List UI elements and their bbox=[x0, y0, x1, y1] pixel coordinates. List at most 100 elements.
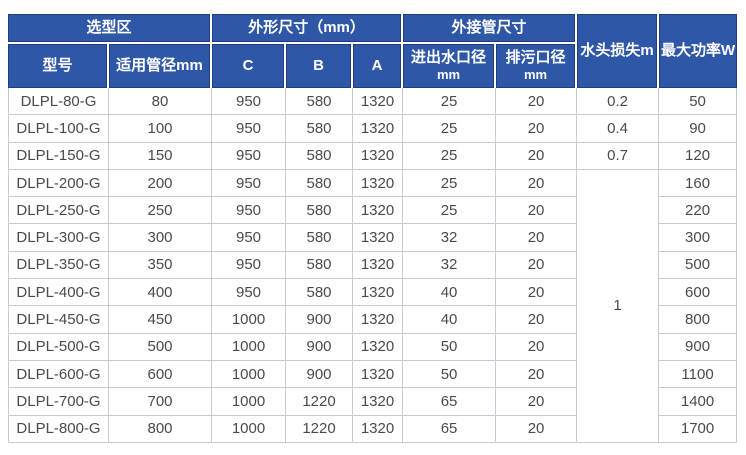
cell-dim-b: 580 bbox=[286, 197, 354, 225]
cell-inlet-diameter: 32 bbox=[403, 224, 497, 252]
header-col-pipe-diameter: 适用管径mm bbox=[109, 44, 213, 88]
cell-pipe-diameter: 700 bbox=[109, 388, 213, 416]
cell-drain-diameter: 20 bbox=[496, 306, 578, 334]
cell-max-power: 120 bbox=[659, 142, 738, 170]
header-group-selection: 选型区 bbox=[8, 14, 213, 44]
cell-drain-diameter: 20 bbox=[496, 88, 578, 116]
cell-inlet-diameter: 50 bbox=[403, 360, 497, 389]
cell-dim-a: 1320 bbox=[353, 333, 404, 361]
table-row: DLPL-450-G 450 1000 900 1320 40 20 800 bbox=[8, 306, 738, 334]
cell-pipe-diameter: 200 bbox=[109, 169, 213, 198]
header-col-b: B bbox=[286, 44, 354, 88]
cell-head-loss-merged: 1 bbox=[577, 169, 660, 443]
cell-model: DLPL-450-G bbox=[8, 306, 109, 334]
cell-dim-a: 1320 bbox=[353, 360, 404, 389]
table-row: DLPL-150-G 150 950 580 1320 25 20 0.7 120 bbox=[8, 142, 738, 170]
header-col-inlet-unit: mm bbox=[436, 67, 461, 83]
cell-dim-c: 1000 bbox=[212, 306, 287, 334]
cell-drain-diameter: 20 bbox=[496, 279, 578, 307]
header-col-drain-unit: mm bbox=[523, 67, 548, 83]
cell-model: DLPL-300-G bbox=[8, 224, 109, 252]
cell-dim-a: 1320 bbox=[353, 224, 404, 252]
cell-pipe-diameter: 600 bbox=[109, 360, 213, 389]
cell-inlet-diameter: 40 bbox=[403, 306, 497, 334]
header-col-max-power: 最大功率W bbox=[659, 14, 738, 88]
cell-dim-c: 950 bbox=[212, 142, 287, 170]
cell-dim-b: 900 bbox=[286, 306, 354, 334]
header-group-dimensions: 外形尺寸（mm） bbox=[212, 14, 404, 44]
cell-head-loss: 0.4 bbox=[577, 115, 660, 143]
cell-inlet-diameter: 65 bbox=[403, 388, 497, 416]
table-row: DLPL-80-G 80 950 580 1320 25 20 0.2 50 bbox=[8, 88, 738, 116]
cell-max-power: 900 bbox=[659, 333, 738, 361]
cell-pipe-diameter: 500 bbox=[109, 333, 213, 361]
table-row: DLPL-250-G 250 950 580 1320 25 20 220 bbox=[8, 197, 738, 225]
cell-max-power: 600 bbox=[659, 279, 738, 307]
cell-model: DLPL-800-G bbox=[8, 415, 109, 443]
cell-dim-b: 580 bbox=[286, 142, 354, 170]
cell-model: DLPL-350-G bbox=[8, 251, 109, 280]
table-header: 选型区 外形尺寸（mm） 外接管尺寸 水头损失m 最大功率W 型号 适用管径mm… bbox=[8, 14, 738, 88]
cell-model: DLPL-500-G bbox=[8, 333, 109, 361]
header-col-a: A bbox=[353, 44, 404, 88]
table-row: DLPL-400-G 400 950 580 1320 40 20 600 bbox=[8, 279, 738, 307]
cell-dim-b: 580 bbox=[286, 169, 354, 198]
cell-dim-a: 1320 bbox=[353, 415, 404, 443]
cell-drain-diameter: 20 bbox=[496, 360, 578, 389]
header-group-pipes: 外接管尺寸 bbox=[403, 14, 578, 44]
cell-pipe-diameter: 250 bbox=[109, 197, 213, 225]
cell-dim-b: 580 bbox=[286, 115, 354, 143]
cell-inlet-diameter: 32 bbox=[403, 251, 497, 280]
cell-dim-c: 1000 bbox=[212, 360, 287, 389]
cell-dim-a: 1320 bbox=[353, 115, 404, 143]
cell-inlet-diameter: 25 bbox=[403, 88, 497, 116]
cell-dim-b: 1220 bbox=[286, 415, 354, 443]
cell-dim-a: 1320 bbox=[353, 306, 404, 334]
cell-dim-b: 580 bbox=[286, 88, 354, 116]
cell-dim-b: 1220 bbox=[286, 388, 354, 416]
cell-drain-diameter: 20 bbox=[496, 115, 578, 143]
header-group-row: 选型区 外形尺寸（mm） 外接管尺寸 水头损失m 最大功率W bbox=[8, 14, 738, 88]
cell-inlet-diameter: 65 bbox=[403, 415, 497, 443]
table-row: DLPL-800-G 800 1000 1220 1320 65 20 1700 bbox=[8, 415, 738, 443]
table-row: DLPL-700-G 700 1000 1220 1320 65 20 1400 bbox=[8, 388, 738, 416]
cell-drain-diameter: 20 bbox=[496, 197, 578, 225]
cell-max-power: 90 bbox=[659, 115, 738, 143]
cell-drain-diameter: 20 bbox=[496, 333, 578, 361]
cell-dim-a: 1320 bbox=[353, 251, 404, 280]
table-body: DLPL-80-G 80 950 580 1320 25 20 0.2 50 DLPL-100-G… bbox=[8, 88, 738, 443]
cell-model: DLPL-250-G bbox=[8, 197, 109, 225]
cell-dim-c: 1000 bbox=[212, 333, 287, 361]
cell-dim-b: 580 bbox=[286, 279, 354, 307]
cell-pipe-diameter: 80 bbox=[109, 88, 213, 116]
cell-dim-c: 950 bbox=[212, 197, 287, 225]
cell-dim-c: 950 bbox=[212, 115, 287, 143]
cell-dim-b: 580 bbox=[286, 251, 354, 280]
cell-max-power: 1400 bbox=[659, 388, 738, 416]
cell-max-power: 160 bbox=[659, 169, 738, 198]
header-col-c: C bbox=[212, 44, 287, 88]
cell-max-power: 500 bbox=[659, 251, 738, 280]
cell-pipe-diameter: 150 bbox=[109, 142, 213, 170]
cell-dim-b: 580 bbox=[286, 224, 354, 252]
cell-dim-c: 950 bbox=[212, 279, 287, 307]
cell-dim-c: 950 bbox=[212, 169, 287, 198]
cell-inlet-diameter: 25 bbox=[403, 142, 497, 170]
cell-dim-a: 1320 bbox=[353, 169, 404, 198]
cell-drain-diameter: 20 bbox=[496, 224, 578, 252]
table-row: DLPL-200-G 200 950 580 1320 25 20 1 160 bbox=[8, 169, 738, 443]
cell-pipe-diameter: 350 bbox=[109, 251, 213, 280]
cell-dim-a: 1320 bbox=[353, 388, 404, 416]
cell-max-power: 50 bbox=[659, 88, 738, 116]
cell-model: DLPL-700-G bbox=[8, 388, 109, 416]
cell-max-power: 300 bbox=[659, 224, 738, 252]
cell-pipe-diameter: 100 bbox=[109, 115, 213, 143]
cell-dim-b: 900 bbox=[286, 360, 354, 389]
cell-pipe-diameter: 300 bbox=[109, 224, 213, 252]
cell-model: DLPL-600-G bbox=[8, 360, 109, 389]
cell-dim-a: 1320 bbox=[353, 88, 404, 116]
table-row: DLPL-100-G 100 950 580 1320 25 20 0.4 90 bbox=[8, 115, 738, 143]
cell-pipe-diameter: 450 bbox=[109, 306, 213, 334]
cell-model: DLPL-200-G bbox=[8, 169, 109, 198]
spec-table-container: 选型区 外形尺寸（mm） 外接管尺寸 水头损失m 最大功率W 型号 适用管径mm… bbox=[8, 14, 738, 443]
